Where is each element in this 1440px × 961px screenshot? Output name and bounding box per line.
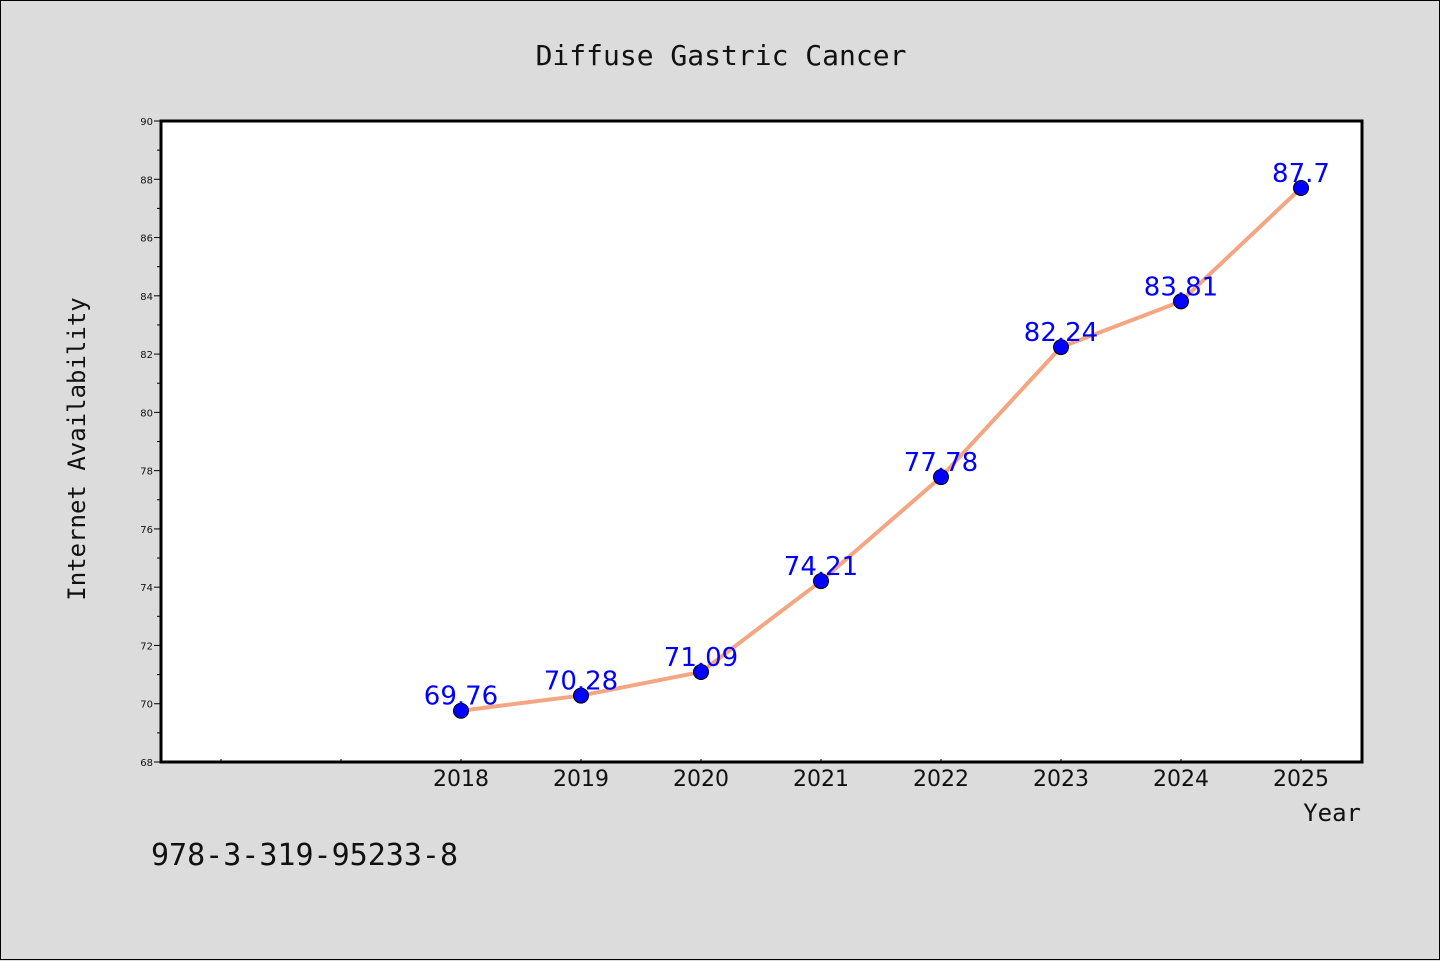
data-label: 74.21 xyxy=(784,552,858,582)
footer-code: 978-3-319-95233-8 xyxy=(151,838,458,873)
x-tick-label: 2024 xyxy=(1153,767,1209,792)
plot-area xyxy=(161,121,1362,762)
data-point xyxy=(813,573,829,590)
data-label: 82.24 xyxy=(1024,318,1098,348)
data-point xyxy=(453,702,469,719)
data-point xyxy=(1173,293,1189,310)
data-label: 83.81 xyxy=(1144,272,1218,302)
x-tick-label: 2018 xyxy=(433,767,489,792)
x-tick-label: 2023 xyxy=(1033,767,1089,792)
data-label: 77.78 xyxy=(904,448,978,478)
y-tick-label: 74 xyxy=(140,583,153,594)
data-point xyxy=(1293,180,1309,197)
y-tick-label: 90 xyxy=(140,117,153,128)
series-line xyxy=(459,186,1303,713)
data-label: 70.28 xyxy=(544,667,618,697)
data-label: 69.76 xyxy=(424,682,498,712)
x-tick-label: 2025 xyxy=(1273,767,1329,792)
y-tick-label: 72 xyxy=(140,641,153,652)
x-tick-label: 2022 xyxy=(913,767,969,792)
y-tick-label: 86 xyxy=(140,234,153,245)
y-tick-label: 76 xyxy=(140,525,153,536)
y-tick-label: 68 xyxy=(140,758,153,769)
x-tick-label: 2019 xyxy=(553,767,609,792)
y-tick-label: 70 xyxy=(140,700,153,711)
data-point xyxy=(573,687,589,704)
y-tick-label: 80 xyxy=(140,408,153,419)
data-label: 71.09 xyxy=(664,643,738,673)
y-tick-label: 78 xyxy=(140,467,153,478)
y-tick-label: 88 xyxy=(140,175,153,186)
data-point xyxy=(1053,339,1069,356)
x-axis-title: Year xyxy=(1303,799,1361,827)
x-tick-label: 2021 xyxy=(793,767,849,792)
data-point xyxy=(693,663,709,680)
x-tick-label: 2020 xyxy=(673,767,729,792)
y-tick-label: 84 xyxy=(140,292,153,303)
chart-title: Diffuse Gastric Cancer xyxy=(536,39,907,72)
data-point xyxy=(933,469,949,486)
data-label: 87.7 xyxy=(1272,159,1330,189)
plot-border xyxy=(159,119,1364,764)
y-tick-label: 82 xyxy=(140,350,153,361)
series-marks: 69.76 70.28 71.09 74.21 77.78 82.24 83.81 87.7 xyxy=(424,159,1330,719)
axis-ticks: 68 70 72 74 76 78 80 82 84 86 88 90 2018 2019 2020 2021… xyxy=(140,117,1329,792)
y-axis-title: Internet Availability xyxy=(63,297,91,600)
